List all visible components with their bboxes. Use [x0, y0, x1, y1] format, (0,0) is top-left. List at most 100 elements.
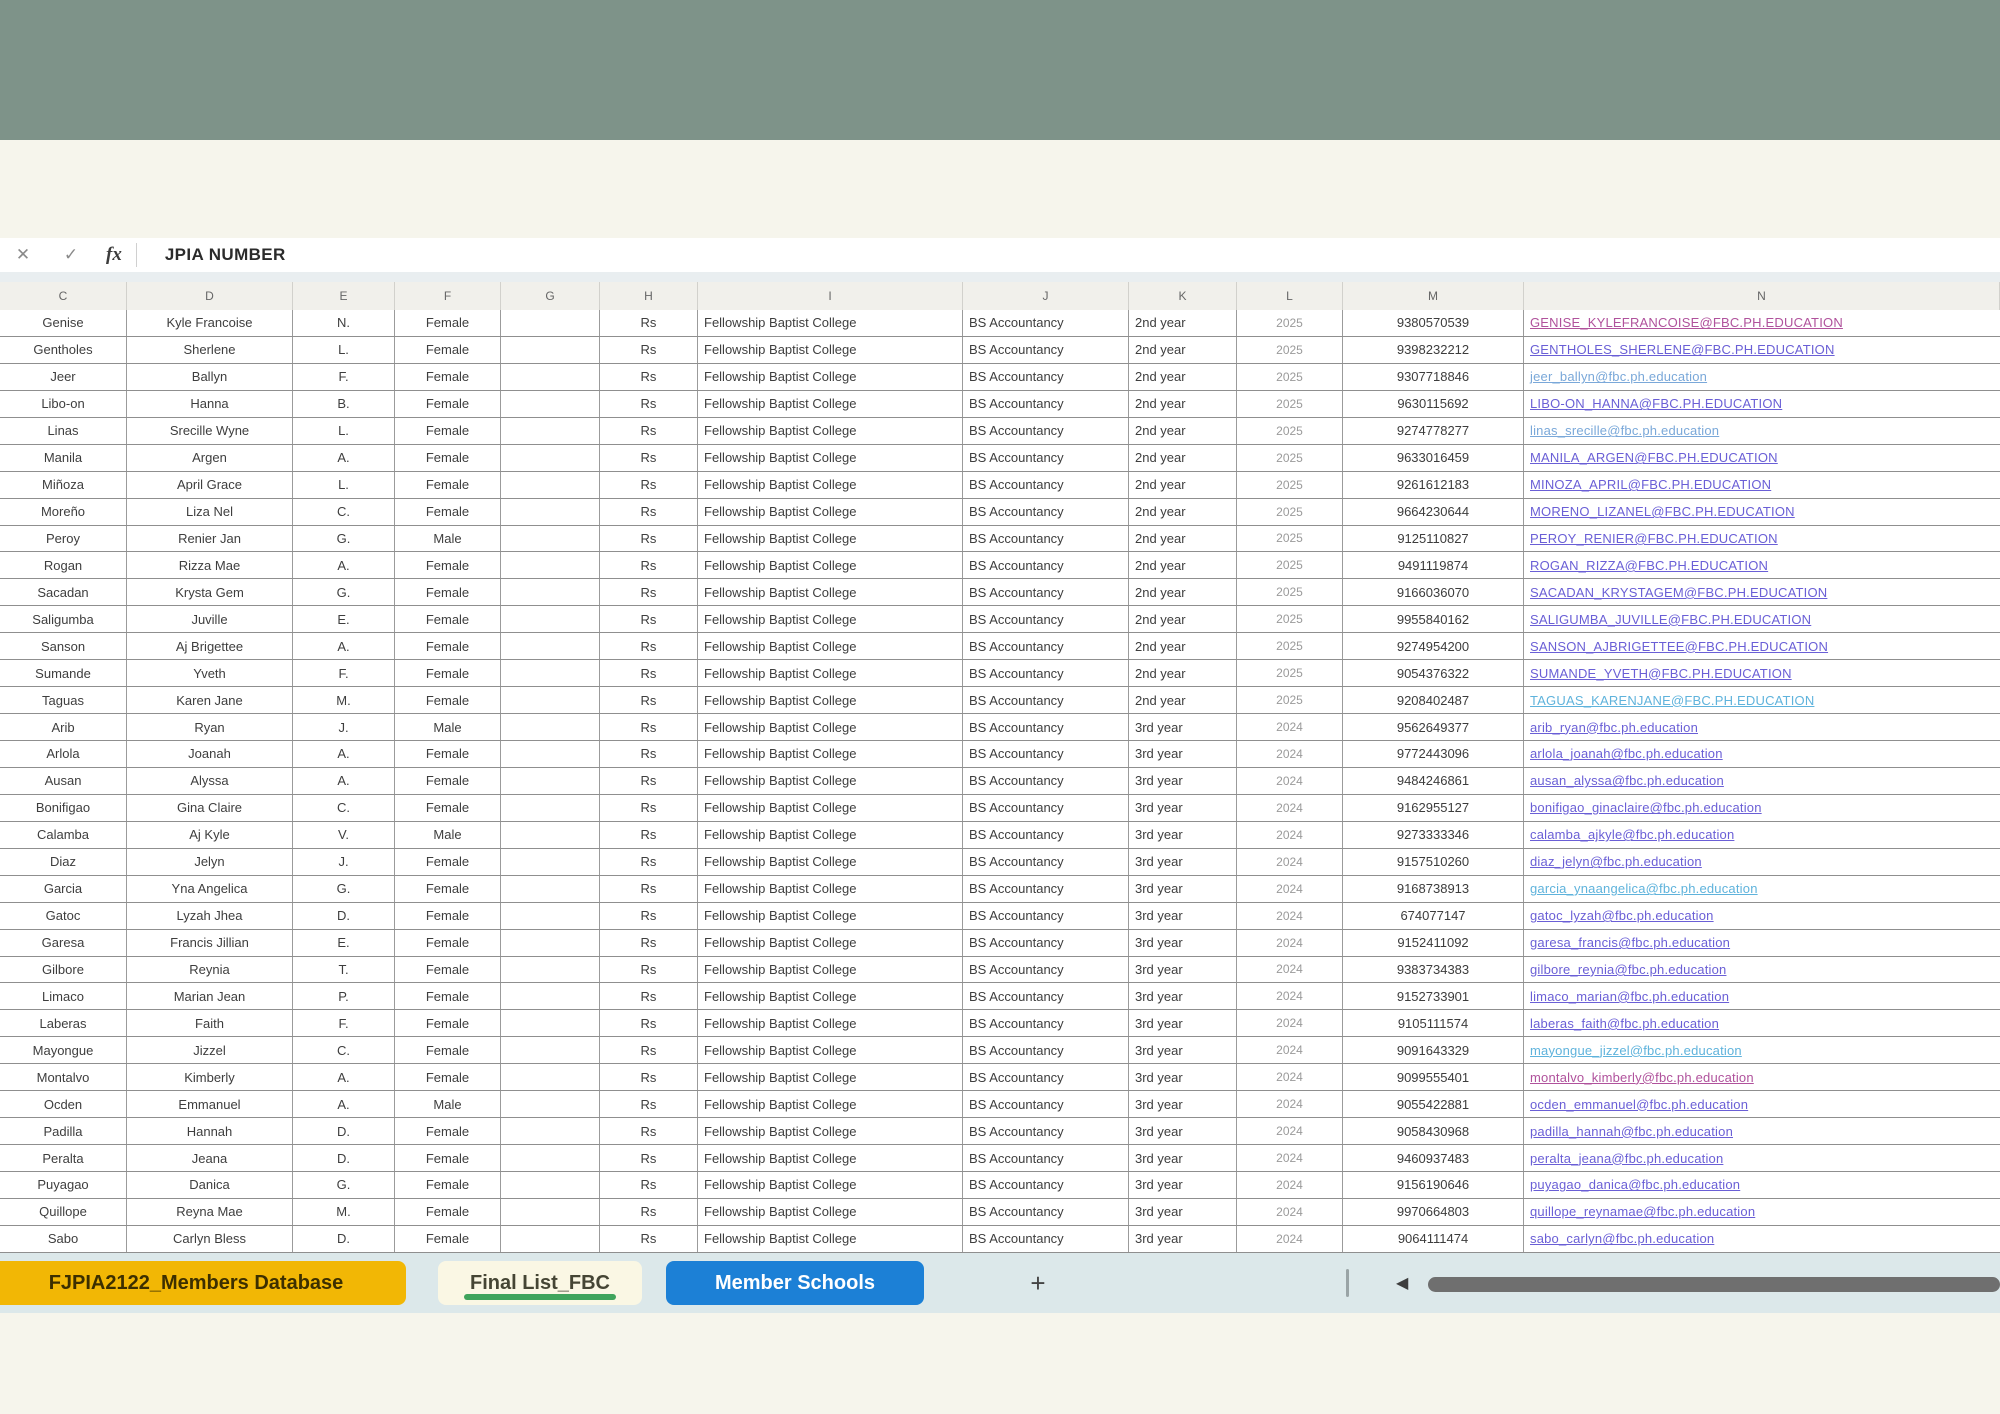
- cell-g[interactable]: [501, 1037, 600, 1064]
- cell-g[interactable]: [501, 390, 600, 417]
- cell-i[interactable]: Fellowship Baptist College: [698, 660, 963, 687]
- cell-i[interactable]: Fellowship Baptist College: [698, 714, 963, 740]
- cell-l[interactable]: 2025: [1237, 525, 1343, 552]
- cell-n[interactable]: arib_ryan@fbc.ph.education: [1524, 714, 2000, 740]
- cell-h[interactable]: Rs: [600, 741, 698, 767]
- cell-e[interactable]: E.: [293, 929, 395, 956]
- scroll-left-arrow-icon[interactable]: ◀: [1396, 1275, 1409, 1292]
- cell-l[interactable]: 2024: [1237, 767, 1343, 794]
- cell-k[interactable]: 2nd year: [1129, 417, 1237, 444]
- cell-f[interactable]: Male: [395, 821, 501, 848]
- cell-m[interactable]: 9152733901: [1343, 983, 1524, 1010]
- email-link[interactable]: PEROY_RENIER@FBC.PH.EDUCATION: [1530, 530, 1778, 546]
- cell-i[interactable]: Fellowship Baptist College: [698, 1064, 963, 1091]
- email-link[interactable]: montalvo_kimberly@fbc.ph.education: [1530, 1069, 1754, 1085]
- cell-m[interactable]: 674077147: [1343, 902, 1524, 929]
- email-link[interactable]: SANSON_AJBRIGETTEE@FBC.PH.EDUCATION: [1530, 638, 1829, 654]
- cancel-icon[interactable]: ✕: [15, 245, 31, 264]
- cell-i[interactable]: Fellowship Baptist College: [698, 310, 963, 336]
- cell-l[interactable]: 2024: [1237, 929, 1343, 956]
- cell-k[interactable]: 3rd year: [1129, 1198, 1237, 1225]
- cell-l[interactable]: 2025: [1237, 552, 1343, 579]
- cell-e[interactable]: P.: [293, 983, 395, 1010]
- cell-g[interactable]: [501, 471, 600, 498]
- cell-c[interactable]: Ocden: [0, 1091, 127, 1118]
- email-link[interactable]: arib_ryan@fbc.ph.education: [1530, 719, 1698, 735]
- cell-f[interactable]: Female: [395, 498, 501, 525]
- cell-h[interactable]: Rs: [600, 714, 698, 740]
- cell-i[interactable]: Fellowship Baptist College: [698, 1091, 963, 1118]
- cell-g[interactable]: [501, 1198, 600, 1225]
- cell-g[interactable]: [501, 444, 600, 471]
- email-link[interactable]: SALIGUMBA_JUVILLE@FBC.PH.EDUCATION: [1530, 611, 1812, 627]
- column-header-f[interactable]: F: [395, 282, 501, 310]
- cell-f[interactable]: Female: [395, 1225, 501, 1252]
- cell-d[interactable]: Gina Claire: [127, 794, 293, 821]
- email-link[interactable]: MORENO_LIZANEL@FBC.PH.EDUCATION: [1530, 504, 1795, 520]
- cell-n[interactable]: montalvo_kimberly@fbc.ph.education: [1524, 1064, 2000, 1090]
- column-header-h[interactable]: H: [600, 282, 698, 310]
- cell-e[interactable]: G.: [293, 875, 395, 902]
- cell-d[interactable]: Kyle Francoise: [127, 310, 293, 336]
- cell-g[interactable]: [501, 714, 600, 740]
- cell-l[interactable]: 2024: [1237, 1091, 1343, 1118]
- cell-h[interactable]: Rs: [600, 902, 698, 929]
- cell-j[interactable]: BS Accountancy: [963, 821, 1129, 848]
- sheet-tab-members-database[interactable]: FJPIA2122_Members Database: [0, 1261, 406, 1305]
- cell-i[interactable]: Fellowship Baptist College: [698, 444, 963, 471]
- cell-e[interactable]: D.: [293, 902, 395, 929]
- cell-f[interactable]: Male: [395, 1091, 501, 1118]
- cell-k[interactable]: 2nd year: [1129, 552, 1237, 579]
- email-link[interactable]: GENTHOLES_SHERLENE@FBC.PH.EDUCATION: [1530, 342, 1835, 358]
- email-link[interactable]: padilla_hannah@fbc.ph.education: [1530, 1123, 1733, 1139]
- cell-n[interactable]: calamba_ajkyle@fbc.ph.education: [1524, 822, 2000, 848]
- cell-l[interactable]: 2024: [1237, 848, 1343, 875]
- email-link[interactable]: gatoc_lyzah@fbc.ph.education: [1530, 908, 1714, 924]
- email-link[interactable]: puyagao_danica@fbc.ph.education: [1530, 1177, 1741, 1193]
- cell-d[interactable]: Ballyn: [127, 363, 293, 390]
- cell-c[interactable]: Miñoza: [0, 471, 127, 498]
- cell-j[interactable]: BS Accountancy: [963, 956, 1129, 983]
- cell-g[interactable]: [501, 983, 600, 1010]
- cell-c[interactable]: Ausan: [0, 767, 127, 794]
- cell-i[interactable]: Fellowship Baptist College: [698, 1225, 963, 1252]
- cell-j[interactable]: BS Accountancy: [963, 498, 1129, 525]
- cell-f[interactable]: Female: [395, 606, 501, 633]
- cell-f[interactable]: Male: [395, 525, 501, 552]
- cell-l[interactable]: 2024: [1237, 956, 1343, 983]
- cell-m[interactable]: 9273333346: [1343, 821, 1524, 848]
- cell-g[interactable]: [501, 1118, 600, 1145]
- cell-i[interactable]: Fellowship Baptist College: [698, 983, 963, 1010]
- column-header-i[interactable]: I: [698, 282, 963, 310]
- cell-k[interactable]: 3rd year: [1129, 1037, 1237, 1064]
- cell-c[interactable]: Saligumba: [0, 606, 127, 633]
- cell-c[interactable]: Jeer: [0, 363, 127, 390]
- cell-f[interactable]: Female: [395, 1198, 501, 1225]
- cell-l[interactable]: 2024: [1237, 902, 1343, 929]
- email-link[interactable]: sabo_carlyn@fbc.ph.education: [1530, 1231, 1715, 1247]
- cell-h[interactable]: Rs: [600, 444, 698, 471]
- column-header-e[interactable]: E: [293, 282, 395, 310]
- cell-d[interactable]: Joanah: [127, 741, 293, 767]
- email-link[interactable]: gilbore_reynia@fbc.ph.education: [1530, 961, 1727, 977]
- cell-g[interactable]: [501, 579, 600, 606]
- horizontal-scrollbar-thumb[interactable]: [1428, 1277, 2000, 1292]
- enter-icon[interactable]: ✓: [63, 245, 79, 264]
- cell-g[interactable]: [501, 741, 600, 767]
- cell-l[interactable]: 2024: [1237, 1037, 1343, 1064]
- cell-c[interactable]: Gentholes: [0, 336, 127, 363]
- cell-i[interactable]: Fellowship Baptist College: [698, 579, 963, 606]
- cell-c[interactable]: Arlola: [0, 741, 127, 767]
- cell-j[interactable]: BS Accountancy: [963, 363, 1129, 390]
- cell-l[interactable]: 2024: [1237, 1010, 1343, 1037]
- column-header-g[interactable]: G: [501, 282, 600, 310]
- cell-d[interactable]: Argen: [127, 444, 293, 471]
- column-header-n[interactable]: N: [1524, 282, 2000, 310]
- cell-k[interactable]: 2nd year: [1129, 606, 1237, 633]
- add-sheet-button[interactable]: +: [1030, 1267, 1046, 1298]
- cell-d[interactable]: Hanna: [127, 390, 293, 417]
- cell-d[interactable]: Jizzel: [127, 1037, 293, 1064]
- cell-e[interactable]: T.: [293, 956, 395, 983]
- cell-f[interactable]: Female: [395, 633, 501, 660]
- cell-h[interactable]: Rs: [600, 390, 698, 417]
